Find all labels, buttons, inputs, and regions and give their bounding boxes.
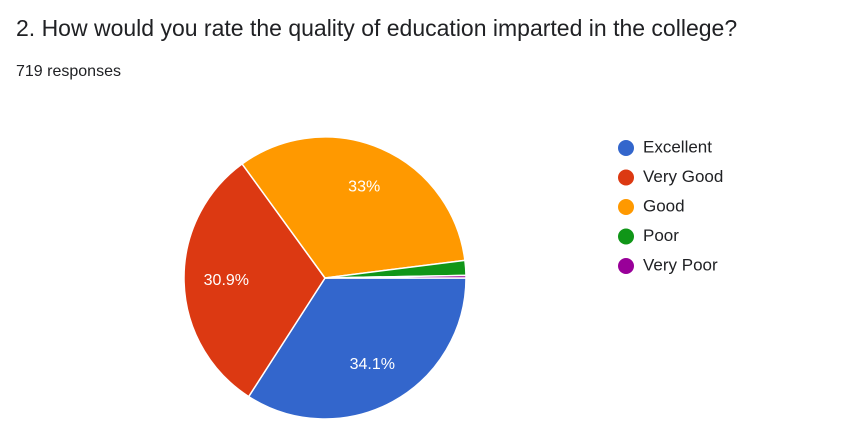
- slice-label: 30.9%: [204, 272, 249, 289]
- legend-label: Poor: [643, 226, 679, 245]
- chart-title: 2. How would you rate the quality of edu…: [16, 15, 737, 41]
- response-count: 719 responses: [16, 63, 121, 80]
- legend-swatch: [618, 140, 634, 156]
- slice-label: 33%: [348, 179, 380, 196]
- pie-slice: [183, 162, 326, 398]
- legend-label: Very Good: [643, 167, 723, 186]
- legend-swatch: [618, 258, 634, 274]
- pie-slice: [241, 136, 466, 279]
- legend-swatch: [618, 169, 634, 186]
- legend-swatch: [618, 228, 634, 245]
- pie-slice: [324, 274, 467, 279]
- legend-swatch: [618, 199, 634, 215]
- legend-label: Very Poor: [643, 255, 718, 274]
- legend-label: Good: [643, 196, 685, 215]
- slice-label: 34.1%: [350, 356, 395, 373]
- legend-label: Excellent: [643, 137, 712, 156]
